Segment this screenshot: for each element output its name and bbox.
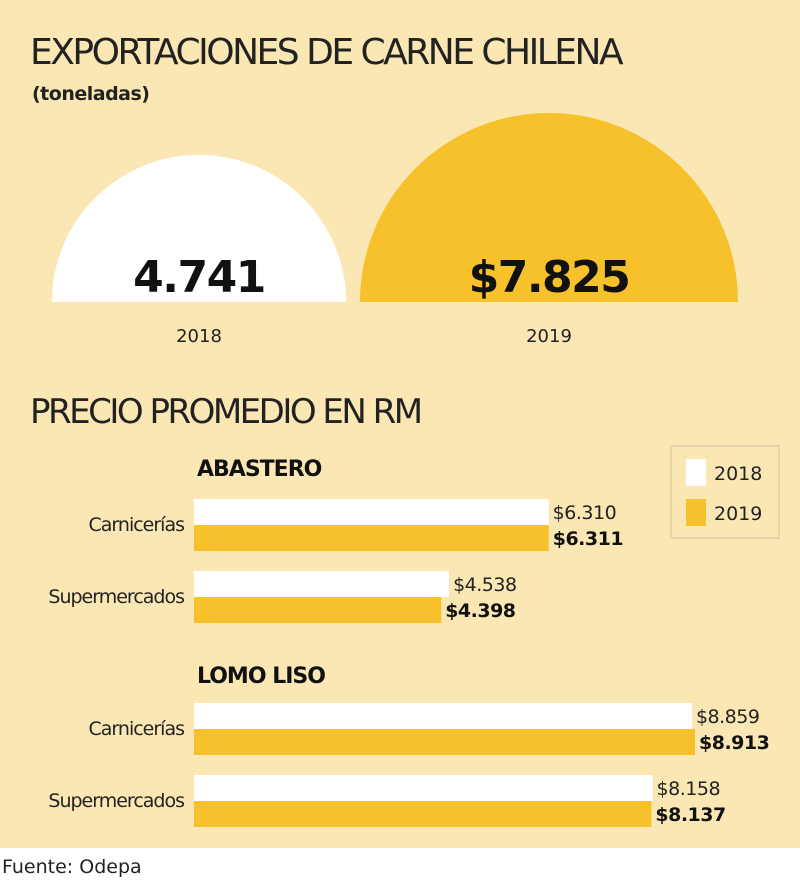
value-label-2018-0-1: $4.538 <box>453 574 516 596</box>
exports-semicircles: 4.741 2018 $7.825 2019 <box>51 113 738 347</box>
bar-2018-1-0 <box>194 703 692 729</box>
bar-2018-1-1 <box>194 775 653 801</box>
semicircle-value-2018: 4.741 <box>133 252 265 303</box>
legend-label-2018: 2018 <box>714 463 762 485</box>
bar-2019-1-0 <box>194 729 695 755</box>
group-title-1: LOMO LISO <box>197 664 325 689</box>
value-label-2019-1-1: $8.137 <box>655 804 725 826</box>
value-label-2019-0-0: $6.311 <box>553 528 623 550</box>
bar-2019-0-1 <box>194 597 442 623</box>
category-label-0-0: Carnicerías <box>89 514 185 536</box>
semicircle-year-2019: 2019 <box>526 326 572 347</box>
value-label-2019-0-1: $4.398 <box>445 600 516 622</box>
semicircle-year-2018: 2018 <box>176 326 222 347</box>
price-bars: ABASTERO Carnicerías $6.310 $6.311 Supermerc… <box>48 457 770 827</box>
category-label-1-0: Carnicerías <box>89 718 185 740</box>
semicircle-2019 <box>360 113 738 302</box>
category-label-1-1: Supermercados <box>48 790 184 812</box>
chart-title: EXPORTACIONES DE CARNE CHILENA <box>30 32 624 73</box>
legend: 2018 2019 <box>670 445 780 539</box>
value-label-2018-1-0: $8.859 <box>696 706 759 728</box>
group-title-0: ABASTERO <box>197 457 322 482</box>
bar-2019-0-0 <box>194 525 549 551</box>
chart-subtitle: (toneladas) <box>32 83 150 105</box>
bar-2019-1-1 <box>194 801 652 827</box>
legend-box <box>670 445 780 539</box>
bar-2018-0-1 <box>194 571 450 597</box>
bar-2018-0-0 <box>194 499 549 525</box>
legend-label-2019: 2019 <box>714 503 762 525</box>
semicircle-value-2019: $7.825 <box>469 252 630 303</box>
semicircle-2018 <box>51 154 347 302</box>
legend-swatch-2018 <box>686 459 706 486</box>
section-title: PRECIO PROMEDIO EN RM <box>30 392 423 432</box>
value-label-2018-0-0: $6.310 <box>553 502 616 524</box>
category-label-0-1: Supermercados <box>48 586 184 608</box>
value-label-2019-1-0: $8.913 <box>699 732 769 754</box>
source-note: Fuente: Odepa <box>2 856 142 878</box>
value-label-2018-1-1: $8.158 <box>657 778 720 800</box>
legend-swatch-2019 <box>686 499 706 526</box>
